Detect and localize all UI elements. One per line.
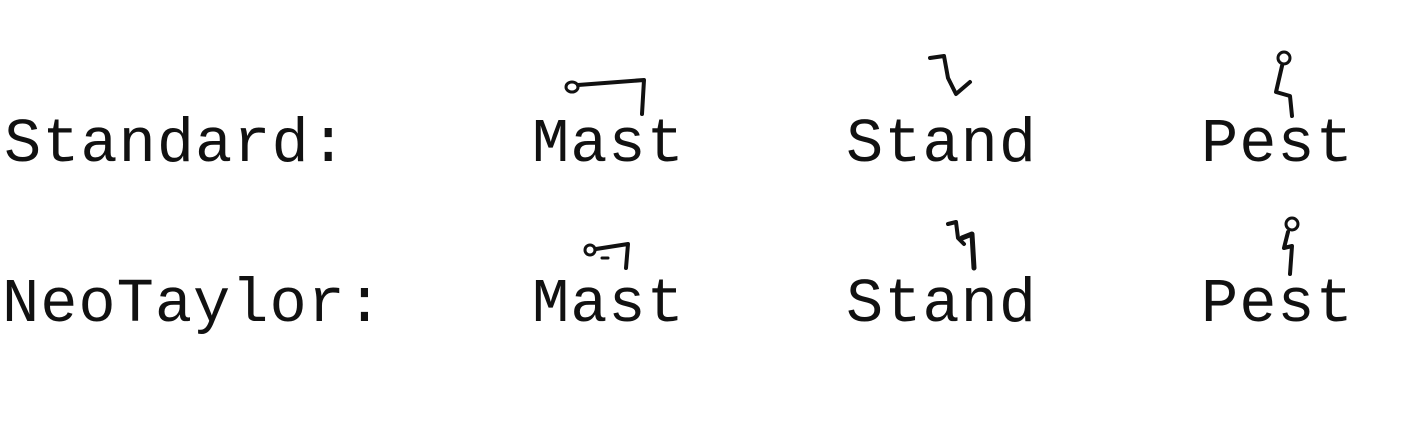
word-pest-standard: Pest [1201, 109, 1354, 180]
shorthand-mast-neotaylor-icon [583, 242, 630, 270]
shorthand-stand-standard-icon [928, 54, 972, 96]
word-pest-neotaylor: Pest [1201, 269, 1354, 340]
word-mast-neotaylor: Mast [532, 269, 685, 340]
shorthand-mast-standard-icon [564, 78, 646, 116]
shorthand-stand-neotaylor-icon [946, 220, 977, 271]
row-label-neotaylor: NeoTaylor: [2, 269, 385, 340]
shorthand-pest-neotaylor-icon [1282, 216, 1300, 276]
word-stand-neotaylor: Stand [846, 269, 1038, 340]
row-label-standard: Standard: [4, 109, 348, 180]
word-stand-standard: Stand [846, 109, 1038, 180]
word-mast-standard: Mast [532, 109, 685, 180]
shorthand-pest-standard-icon [1274, 50, 1294, 118]
